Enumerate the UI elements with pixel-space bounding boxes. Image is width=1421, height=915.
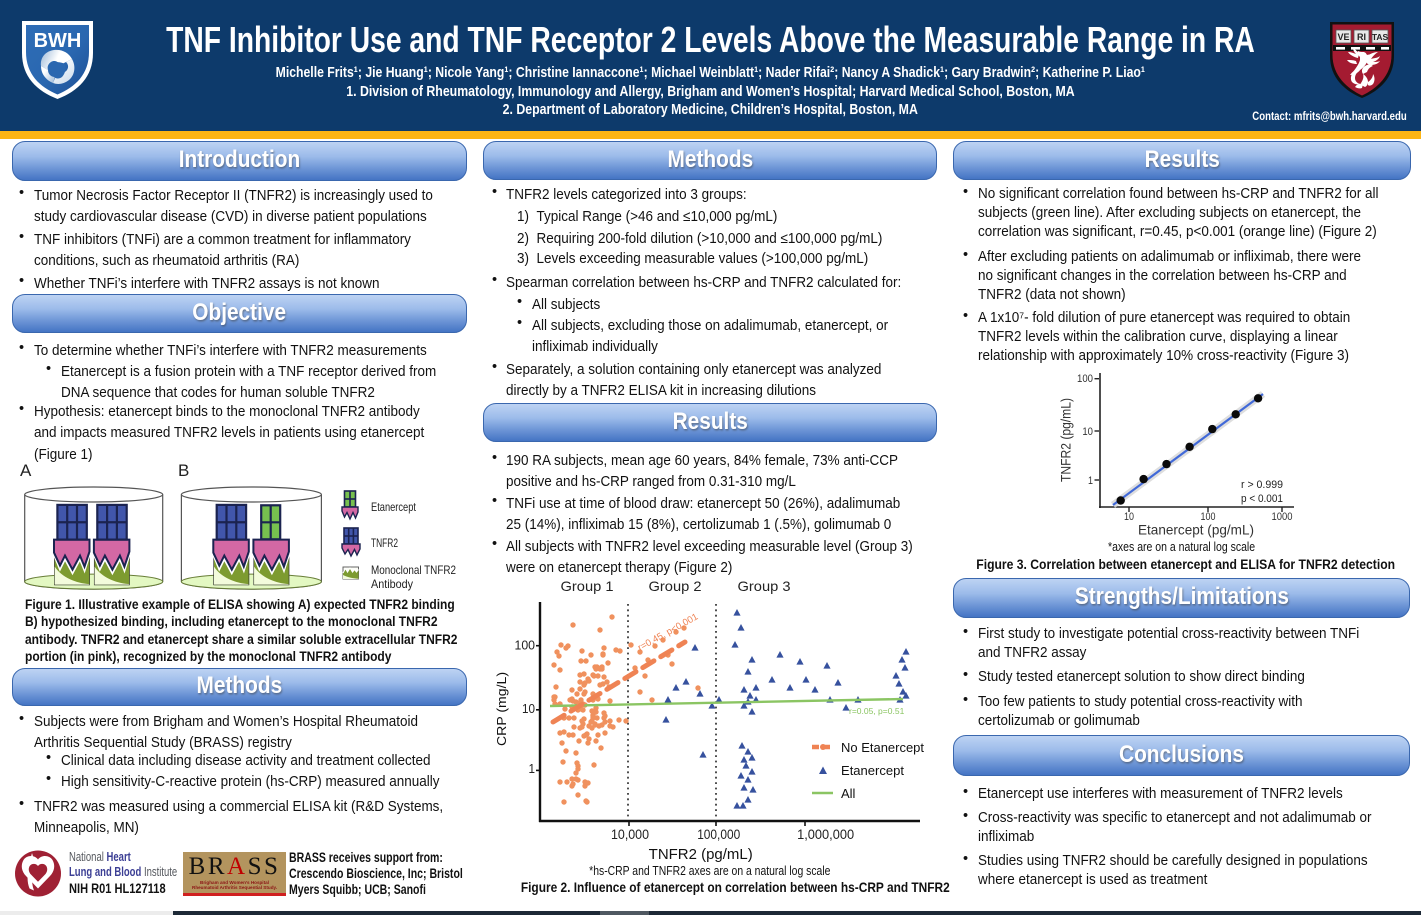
svg-text:1: 1 bbox=[529, 761, 536, 776]
svg-text:All: All bbox=[841, 786, 856, 801]
svg-text:Monoclonal TNFR2: Monoclonal TNFR2 bbox=[371, 563, 456, 577]
svg-text:10: 10 bbox=[1124, 511, 1134, 523]
svg-text:10: 10 bbox=[522, 701, 535, 716]
svg-text:100: 100 bbox=[515, 638, 536, 653]
svg-text:Etanercept (pg/mL): Etanercept (pg/mL) bbox=[1138, 522, 1254, 538]
svg-text:Group 1: Group 1 bbox=[561, 578, 614, 594]
svg-text:CRP (mg/L): CRP (mg/L) bbox=[495, 672, 509, 746]
svg-text:100,000: 100,000 bbox=[697, 826, 740, 842]
svg-text:TAS: TAS bbox=[1372, 32, 1389, 42]
svg-text:10: 10 bbox=[1082, 426, 1093, 438]
svg-text:RI: RI bbox=[1357, 32, 1366, 42]
svg-text:Antibody: Antibody bbox=[371, 577, 413, 591]
svg-text:10,000: 10,000 bbox=[611, 826, 649, 842]
svg-text:Group 2: Group 2 bbox=[649, 578, 702, 594]
svg-text:No Etanercept: No Etanercept bbox=[841, 740, 924, 755]
svg-text:1000: 1000 bbox=[1272, 511, 1293, 523]
svg-text:p < 0.001: p < 0.001 bbox=[1241, 493, 1283, 505]
svg-text:VE: VE bbox=[1337, 32, 1349, 42]
svg-text:r=0.05, p=0.51: r=0.05, p=0.51 bbox=[849, 706, 905, 716]
svg-text:Group 3: Group 3 bbox=[738, 578, 791, 594]
svg-text:100: 100 bbox=[1077, 373, 1093, 385]
svg-text:1: 1 bbox=[1088, 475, 1093, 487]
svg-text:A: A bbox=[20, 461, 32, 480]
svg-text:Etanercept: Etanercept bbox=[841, 763, 904, 778]
svg-text:TNFR2 (pg/mL): TNFR2 (pg/mL) bbox=[1057, 398, 1073, 482]
svg-text:B: B bbox=[178, 461, 189, 480]
svg-text:TNFR2: TNFR2 bbox=[371, 536, 398, 550]
svg-text:BWH: BWH bbox=[34, 30, 82, 52]
svg-text:1,000,000: 1,000,000 bbox=[797, 826, 854, 842]
svg-text:r=0.45, p<0.001: r=0.45, p<0.001 bbox=[636, 611, 700, 653]
svg-text:TNFR2 (pg/mL): TNFR2 (pg/mL) bbox=[649, 847, 753, 863]
svg-text:100: 100 bbox=[1201, 511, 1216, 523]
svg-text:Etanercept: Etanercept bbox=[371, 500, 417, 514]
svg-text:r > 0.999: r > 0.999 bbox=[1241, 479, 1283, 491]
